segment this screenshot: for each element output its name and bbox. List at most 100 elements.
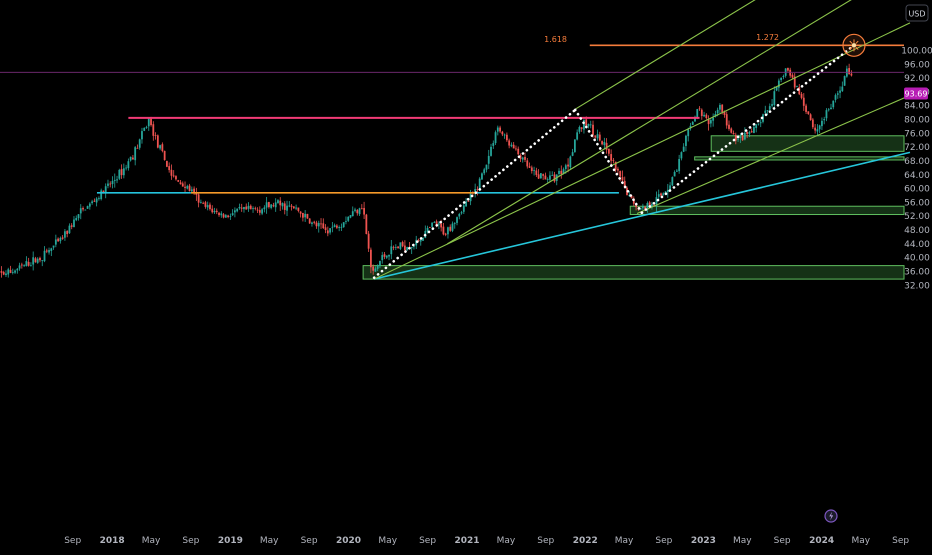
candle	[322, 218, 325, 229]
candle-body	[549, 175, 551, 180]
candle-body	[211, 208, 214, 213]
candle-body	[458, 214, 461, 217]
price-axis[interactable]: 100.0096.0092.0088.0084.0080.0076.0072.0…	[901, 47, 932, 292]
candle	[113, 173, 116, 188]
candle-body	[768, 106, 771, 110]
candle	[98, 196, 100, 201]
time-tick-label: 2022	[573, 536, 598, 546]
candle-body	[469, 193, 472, 202]
candle	[363, 201, 365, 220]
candle	[209, 202, 211, 211]
dotted-line-0	[372, 108, 577, 280]
candle	[233, 207, 236, 218]
candle	[218, 211, 220, 217]
candle	[460, 210, 463, 215]
candle-body	[383, 254, 386, 257]
candle	[95, 197, 98, 207]
candle	[807, 111, 810, 115]
candle	[61, 235, 64, 240]
candle	[16, 267, 19, 274]
candle	[839, 86, 841, 99]
candle	[553, 171, 556, 183]
time-tick-label: May	[142, 536, 161, 546]
currency-button[interactable]: USD	[905, 4, 929, 22]
candle	[827, 107, 830, 112]
trend-line-1	[373, 22, 911, 280]
candle-body	[705, 114, 708, 119]
candle-body	[519, 155, 522, 159]
candle	[369, 247, 372, 274]
candle-body	[757, 123, 760, 125]
candle-body	[0, 271, 3, 273]
candle	[397, 246, 399, 249]
candle	[265, 196, 268, 214]
candle-body	[832, 100, 835, 108]
candle-body	[485, 164, 488, 170]
candle-body	[737, 138, 739, 140]
candle	[764, 105, 767, 114]
candle-body	[465, 201, 467, 207]
candle-body	[36, 258, 39, 263]
candle-body	[583, 120, 585, 130]
candle	[381, 251, 384, 264]
candle	[539, 173, 542, 179]
candle	[86, 205, 89, 210]
candle-body	[313, 221, 316, 223]
candle-body	[292, 206, 295, 209]
candle	[320, 218, 322, 229]
candle-body	[694, 116, 696, 122]
candle	[290, 204, 293, 211]
candle	[188, 183, 191, 192]
candle	[338, 225, 341, 232]
candle	[64, 229, 66, 241]
candle	[442, 223, 445, 236]
candle	[410, 246, 413, 254]
candle-body	[596, 134, 599, 139]
candle-body	[98, 198, 100, 200]
candle	[116, 175, 118, 184]
candle	[331, 221, 334, 233]
candle-body	[258, 210, 261, 213]
candle-body	[401, 242, 404, 247]
candle-body	[11, 272, 14, 273]
time-tick-label: 2024	[809, 536, 834, 546]
candle	[134, 146, 137, 166]
candle-body	[224, 215, 227, 218]
candle-body	[456, 217, 458, 223]
candle	[34, 256, 37, 263]
fib-labels: 1.618 1.272	[544, 33, 779, 44]
candle-body	[685, 135, 687, 146]
candle	[830, 103, 832, 110]
candle-body	[553, 174, 556, 182]
candlesticks	[0, 63, 853, 278]
candle-body	[138, 139, 141, 148]
lightning-badge[interactable]	[824, 509, 838, 523]
candle	[181, 181, 184, 187]
candle	[558, 168, 560, 177]
target-marker[interactable]	[842, 33, 866, 57]
candle	[333, 223, 336, 228]
candle	[79, 204, 82, 220]
candle	[145, 125, 148, 129]
candle-body	[630, 195, 633, 199]
candle-body	[261, 209, 263, 214]
candle	[508, 138, 511, 149]
candle	[25, 256, 28, 267]
candle-body	[628, 195, 631, 197]
price-tick-label: 36.00	[904, 267, 930, 277]
candle	[780, 77, 783, 83]
candle-body	[132, 157, 134, 160]
candle-body	[580, 127, 583, 129]
candle	[573, 139, 576, 153]
price-tick-label: 100.00	[901, 47, 932, 57]
candle	[818, 124, 821, 134]
candle-body	[329, 228, 331, 233]
candle	[109, 181, 112, 188]
candle-body	[657, 194, 660, 197]
time-axis[interactable]: Sep 2018 May Sep 2019 May Sep 2020 May Sep 2021 May…	[64, 536, 909, 546]
demand-zones	[362, 135, 905, 280]
candle-body	[399, 242, 402, 249]
candle	[204, 200, 207, 209]
